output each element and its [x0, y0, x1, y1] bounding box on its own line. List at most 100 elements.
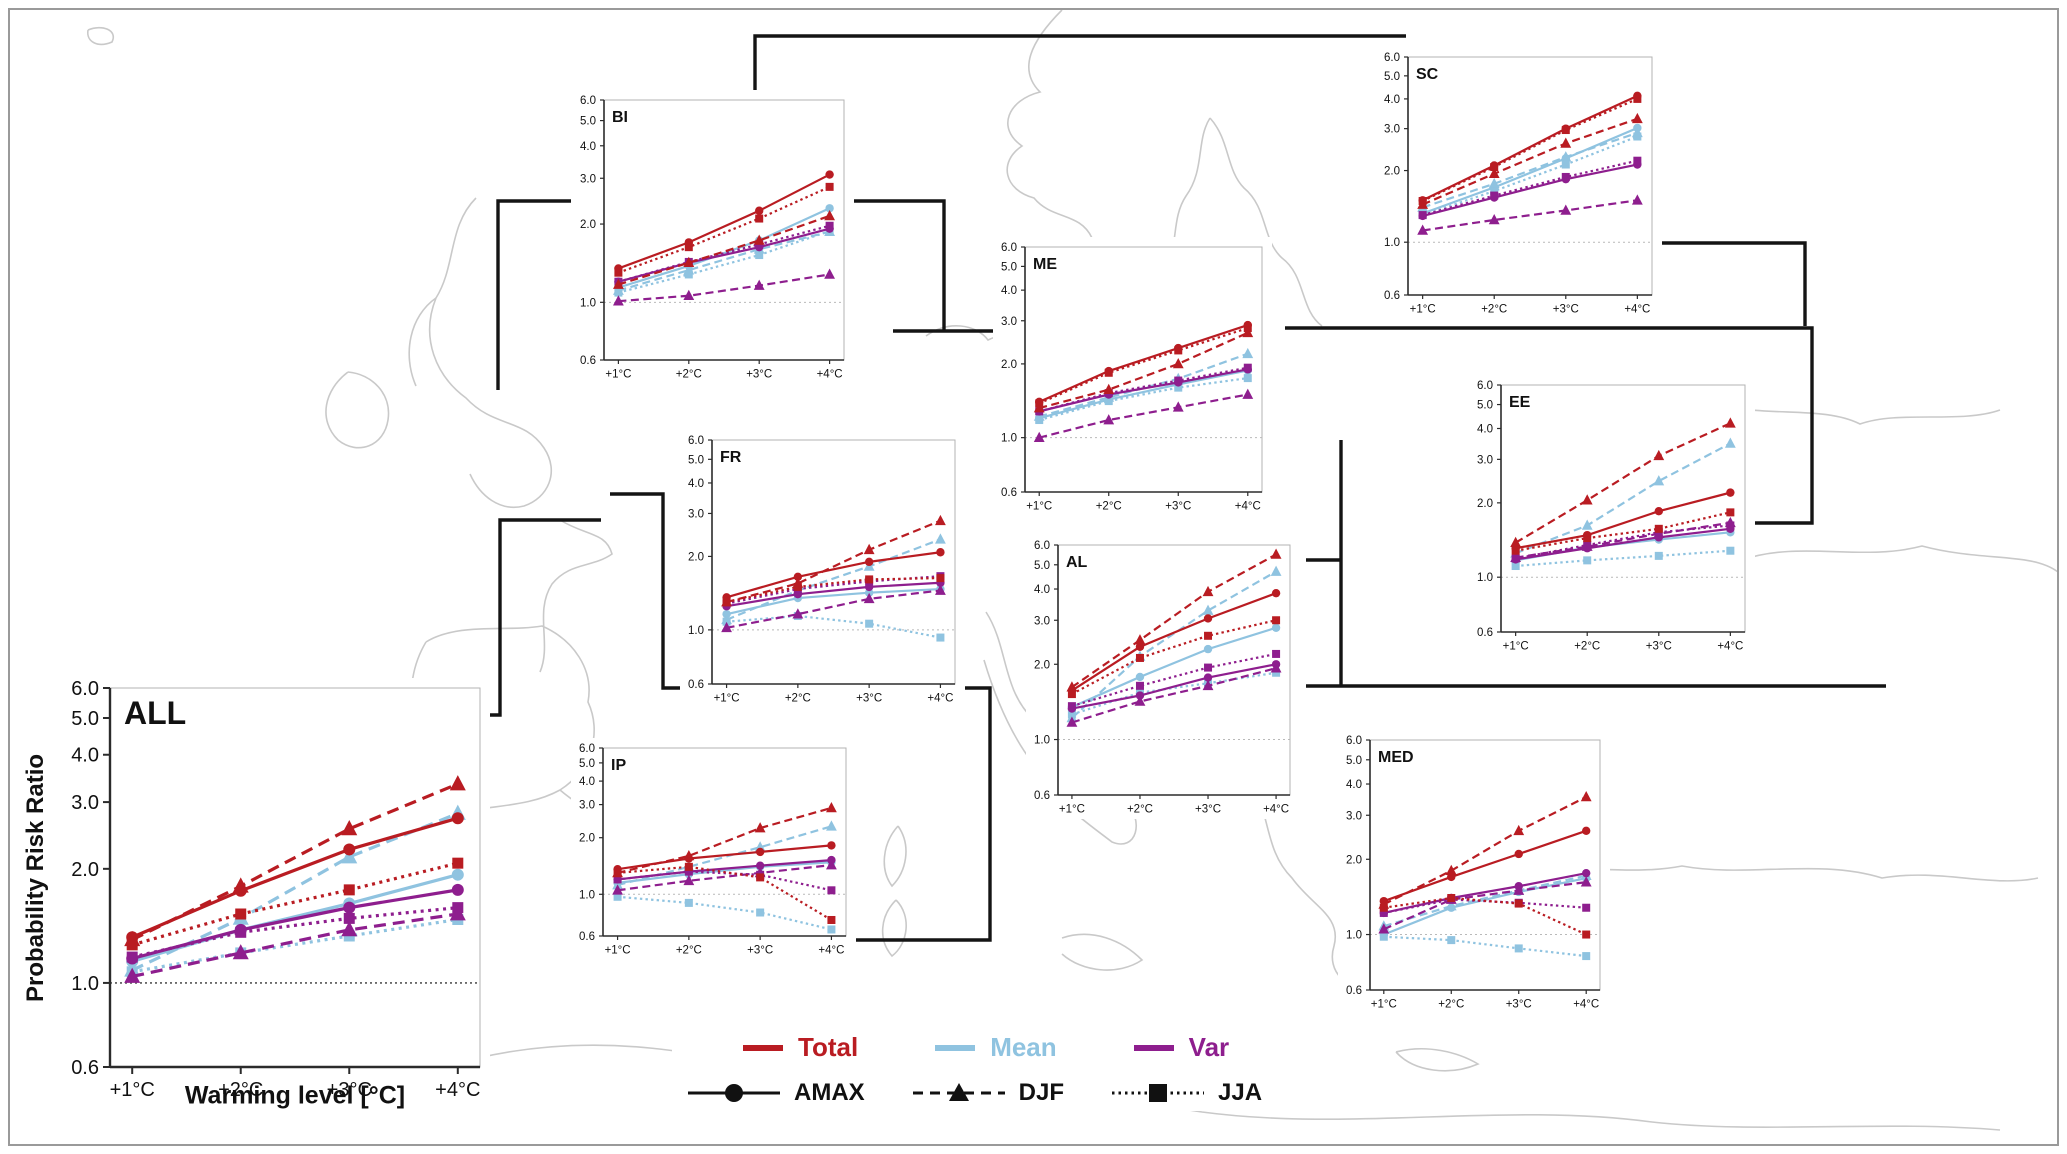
djf-marker-swatch	[912, 1083, 1005, 1101]
legend-item-jja: JJA	[1110, 1079, 1262, 1107]
y-tick-label: 3.0	[71, 792, 99, 814]
x-tick-label: +1°C	[1026, 501, 1052, 513]
y-axis: 6.0 5.0 4.0 3.0 2.0 1.0 0.6	[71, 678, 110, 1079]
x-axis: +1°C +2°C +3°C +4°C	[1026, 492, 1261, 513]
y-tick-label: 4.0	[1346, 779, 1362, 791]
series-ME-total-jja	[1035, 324, 1252, 408]
y-tick-label: 2.0	[1034, 659, 1050, 671]
y-tick-label: 1.0	[579, 889, 595, 901]
y-tick-label: 3.0	[580, 173, 596, 185]
chart-MED: 6.0 5.0 4.0 3.0 2.0 1.0 0.6 +1°C +2°C +3°C +4°C MED	[1338, 730, 1610, 1014]
y-tick-label: 0.6	[1034, 790, 1050, 802]
y-tick-label: 6.0	[71, 678, 99, 700]
jja-marker-swatch	[1112, 1084, 1205, 1102]
legend: Total Mean Var AMAX	[672, 1028, 1277, 1111]
y-tick-label: 2.0	[1384, 166, 1400, 178]
legend-item-djf: DJF	[911, 1079, 1064, 1107]
y-tick-label: 4.0	[579, 776, 595, 788]
x-axis: +1°C +2°C +3°C +4°C	[1410, 295, 1650, 316]
y-tick-label: 1.0	[1001, 433, 1017, 445]
plot-area	[1407, 56, 1653, 296]
chart-IP: 6.0 5.0 4.0 3.0 2.0 1.0 0.6 +1°C +2°C +3°C +4°C IP	[571, 738, 856, 960]
series-SC-var-jja	[1418, 156, 1642, 220]
x-tick-label: +4°C	[1263, 804, 1289, 816]
y-axis: 6.0 5.0 4.0 3.0 2.0 1.0 0.6	[1001, 242, 1025, 499]
x-tick-label: +2°C	[1096, 501, 1122, 513]
legend-item-amax: AMAX	[686, 1079, 865, 1107]
y-tick-label: 4.0	[580, 141, 596, 153]
series-AL-mean-amax	[1067, 623, 1281, 712]
x-tick-label: +4°C	[818, 945, 844, 957]
y-tick-label: 6.0	[1001, 242, 1017, 254]
y-tick-label: 0.6	[71, 1057, 99, 1079]
plot-area	[1024, 246, 1263, 493]
region-label: BI	[612, 109, 628, 126]
y-axis: 6.0 5.0 4.0 3.0 2.0 1.0 0.6	[1346, 735, 1370, 997]
legend-component-row: Total Mean Var	[740, 1032, 1262, 1063]
y-tick-label: 1.0	[1346, 930, 1362, 942]
series-BI-var-djf	[613, 268, 835, 306]
x-tick-label: +1°C	[110, 1079, 155, 1101]
series-ALL-var-jja	[126, 902, 464, 963]
x-tick-label: +2°C	[676, 369, 702, 381]
y-tick-label: 4.0	[71, 745, 99, 767]
y-axis-title: Probability Risk Ratio	[22, 753, 49, 1003]
y-tick-label: 2.0	[1346, 854, 1362, 866]
region-label: SC	[1416, 66, 1439, 83]
plot-area	[1500, 384, 1746, 633]
x-axis: +1°C +2°C +3°C +4°C	[605, 936, 844, 957]
chart-ALL: 6.0 5.0 4.0 3.0 2.0 1.0 0.6 +1°C +2°C +3°C +4°C ALL	[46, 678, 490, 1115]
x-tick-label: +3°C	[746, 369, 772, 381]
series-EE-mean-jja	[1511, 546, 1735, 571]
x-tick-label: +1°C	[1410, 304, 1436, 316]
y-tick-label: 2.0	[71, 859, 99, 881]
y-tick-label: 6.0	[1384, 52, 1400, 64]
x-tick-label: +3°C	[1506, 999, 1532, 1011]
region-label: ALL	[124, 695, 186, 731]
series-EE-total-jja	[1511, 508, 1735, 555]
x-tick-label: +3°C	[1553, 304, 1579, 316]
series-ME-var-djf	[1033, 388, 1254, 442]
y-tick-label: 3.0	[1346, 810, 1362, 822]
series-MED-mean-jja	[1379, 932, 1591, 961]
y-tick-label: 5.0	[1034, 560, 1050, 572]
series-IP-mean-jja	[613, 892, 836, 934]
region-label: IP	[611, 757, 626, 774]
x-tick-label: +3°C	[1646, 641, 1672, 653]
x-tick-label: +4°C	[1624, 304, 1650, 316]
y-tick-label: 4.0	[1477, 424, 1493, 436]
y-tick-label: 6.0	[1034, 540, 1050, 552]
x-tick-label: +1°C	[605, 945, 631, 957]
y-tick-label: 0.6	[579, 931, 595, 943]
x-tick-label: +2°C	[1438, 999, 1464, 1011]
y-tick-label: 2.0	[579, 833, 595, 845]
chart-AL: 6.0 5.0 4.0 3.0 2.0 1.0 0.6 +1°C +2°C +3°C +4°C AL	[1026, 535, 1300, 819]
y-tick-label: 3.0	[688, 508, 704, 520]
legend-item-var: Var	[1131, 1032, 1229, 1063]
plot-area	[603, 99, 845, 361]
x-tick-label: +2°C	[218, 1079, 263, 1101]
y-axis: 6.0 5.0 4.0 3.0 2.0 1.0 0.6	[1477, 380, 1501, 639]
x-axis-title: Warming level [°C]	[184, 1081, 406, 1110]
y-axis: 6.0 5.0 4.0 3.0 2.0 1.0 0.6	[688, 435, 712, 691]
y-tick-label: 4.0	[1034, 584, 1050, 596]
series-BI-total-jja	[614, 182, 834, 277]
y-tick-label: 4.0	[688, 478, 704, 490]
x-tick-label: +1°C	[605, 369, 631, 381]
chart-EE: 6.0 5.0 4.0 3.0 2.0 1.0 0.6 +1°C +2°C +3°C +4°C EE	[1469, 375, 1755, 656]
legend-label-mean: Mean	[990, 1032, 1057, 1062]
chart-BI: 6.0 5.0 4.0 3.0 2.0 1.0 0.6 +1°C +2°C +3°C +4°C BI	[572, 90, 854, 384]
x-tick-label: +4°C	[817, 369, 843, 381]
series-AL-var-jja	[1067, 649, 1281, 711]
x-axis: +1°C +2°C +3°C +4°C	[714, 684, 953, 705]
y-tick-label: 5.0	[71, 708, 99, 730]
series-FR-total-jja	[722, 574, 945, 607]
y-tick-label: 0.6	[580, 355, 596, 367]
y-tick-label: 3.0	[1384, 124, 1400, 136]
series-SC-var-djf	[1417, 194, 1643, 235]
x-tick-label: +4°C	[435, 1079, 480, 1101]
x-tick-label: +2°C	[1127, 804, 1153, 816]
x-axis: +1°C +2°C +3°C +4°C	[1503, 632, 1743, 653]
y-tick-label: 6.0	[580, 95, 596, 107]
